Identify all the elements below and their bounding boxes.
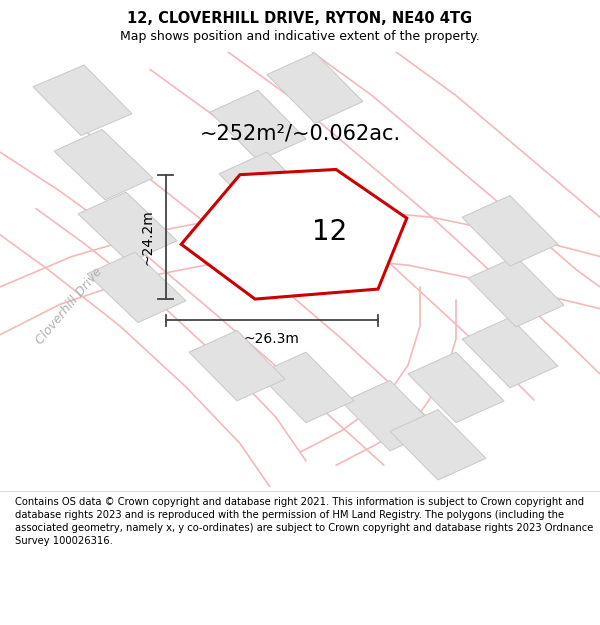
Polygon shape	[267, 53, 363, 123]
Text: ~24.2m: ~24.2m	[140, 209, 155, 265]
Text: 12, CLOVERHILL DRIVE, RYTON, NE40 4TG: 12, CLOVERHILL DRIVE, RYTON, NE40 4TG	[127, 11, 473, 26]
Polygon shape	[462, 318, 558, 388]
Polygon shape	[390, 409, 486, 480]
Polygon shape	[54, 129, 153, 200]
Polygon shape	[462, 196, 558, 266]
Text: Contains OS data © Crown copyright and database right 2021. This information is : Contains OS data © Crown copyright and d…	[15, 497, 593, 546]
Polygon shape	[258, 352, 354, 422]
Polygon shape	[78, 192, 177, 262]
Polygon shape	[468, 256, 564, 327]
Polygon shape	[210, 90, 306, 161]
Text: 12: 12	[312, 219, 347, 246]
Text: ~252m²/~0.062ac.: ~252m²/~0.062ac.	[199, 124, 401, 144]
Text: Cloverhill Drive: Cloverhill Drive	[33, 266, 105, 348]
Polygon shape	[33, 65, 132, 136]
Polygon shape	[408, 352, 504, 422]
Text: ~26.3m: ~26.3m	[244, 332, 300, 346]
Polygon shape	[219, 152, 315, 222]
Polygon shape	[189, 331, 285, 401]
Polygon shape	[87, 252, 186, 322]
Polygon shape	[342, 381, 438, 451]
Text: Map shows position and indicative extent of the property.: Map shows position and indicative extent…	[120, 29, 480, 42]
Polygon shape	[181, 169, 407, 299]
